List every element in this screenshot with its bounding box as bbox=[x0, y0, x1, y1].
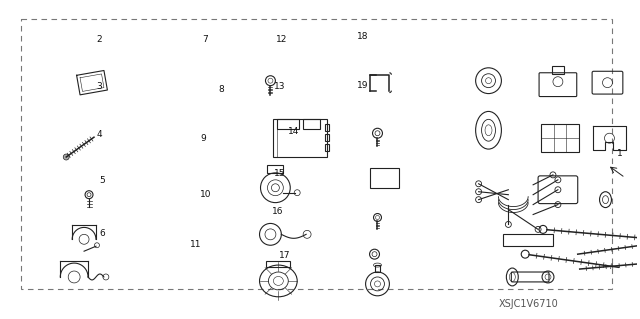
Bar bbox=[326, 124, 330, 131]
Text: 14: 14 bbox=[288, 127, 300, 136]
Bar bbox=[552, 66, 564, 74]
Bar bbox=[374, 265, 380, 272]
Text: 4: 4 bbox=[97, 130, 102, 139]
Text: 1: 1 bbox=[617, 149, 623, 158]
Bar bbox=[277, 119, 299, 129]
Bar bbox=[504, 234, 553, 246]
Circle shape bbox=[63, 154, 69, 160]
Text: XSJC1V6710: XSJC1V6710 bbox=[499, 299, 558, 309]
Text: 9: 9 bbox=[201, 134, 207, 144]
Bar bbox=[268, 165, 284, 173]
Text: 18: 18 bbox=[356, 32, 368, 41]
Text: 8: 8 bbox=[218, 85, 224, 94]
Text: 13: 13 bbox=[275, 82, 286, 91]
Text: 16: 16 bbox=[273, 207, 284, 216]
Bar bbox=[326, 134, 330, 141]
Bar bbox=[326, 144, 330, 151]
Bar bbox=[20, 19, 612, 289]
Text: 19: 19 bbox=[356, 81, 368, 90]
Bar bbox=[541, 124, 579, 152]
Text: 10: 10 bbox=[200, 190, 211, 199]
Text: 7: 7 bbox=[203, 35, 209, 44]
Text: 5: 5 bbox=[99, 175, 105, 185]
Text: 17: 17 bbox=[279, 251, 291, 260]
Text: 2: 2 bbox=[97, 35, 102, 44]
Bar bbox=[303, 119, 321, 129]
Text: 6: 6 bbox=[99, 229, 105, 238]
Text: 15: 15 bbox=[275, 169, 286, 178]
Bar bbox=[273, 119, 328, 157]
Bar bbox=[266, 261, 291, 267]
Text: 3: 3 bbox=[97, 82, 102, 91]
Text: 12: 12 bbox=[276, 35, 287, 44]
Bar bbox=[369, 168, 399, 188]
Text: 11: 11 bbox=[190, 241, 202, 249]
